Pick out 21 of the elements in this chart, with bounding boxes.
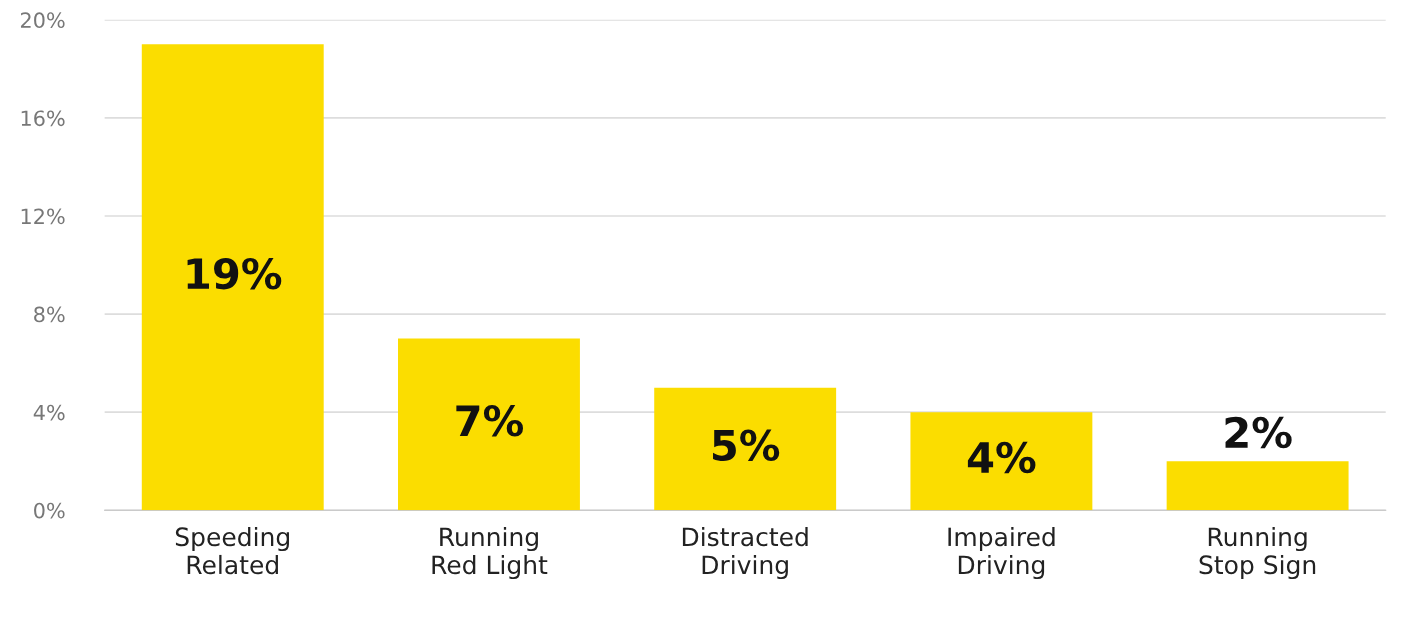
x-tick-label: Impaired Driving bbox=[948, 526, 1055, 580]
x-tick-label: Speeding Related bbox=[175, 526, 289, 575]
bar bbox=[910, 412, 1093, 511]
y-tick-label: 8% bbox=[34, 306, 65, 323]
data-label: 5% bbox=[713, 429, 780, 462]
data-label: 2% bbox=[1225, 416, 1292, 449]
bar bbox=[1166, 461, 1349, 511]
bar bbox=[141, 44, 324, 511]
bar bbox=[654, 387, 837, 511]
data-label: 19% bbox=[187, 257, 282, 290]
bar bbox=[398, 338, 580, 511]
data-label: 4% bbox=[967, 441, 1036, 474]
y-tick-label: 12% bbox=[21, 208, 65, 225]
data-label: 7% bbox=[456, 405, 523, 437]
y-tick-label: 4% bbox=[33, 404, 65, 421]
y-tick-label: 20% bbox=[20, 12, 65, 29]
y-tick-label: 16% bbox=[21, 110, 65, 127]
x-tick-label: Running Stop Sign bbox=[1199, 526, 1316, 580]
x-tick-label: Distracted Driving bbox=[682, 526, 808, 580]
x-tick-label: Running Red Light bbox=[432, 526, 548, 580]
y-tick-label: 0% bbox=[34, 502, 65, 519]
